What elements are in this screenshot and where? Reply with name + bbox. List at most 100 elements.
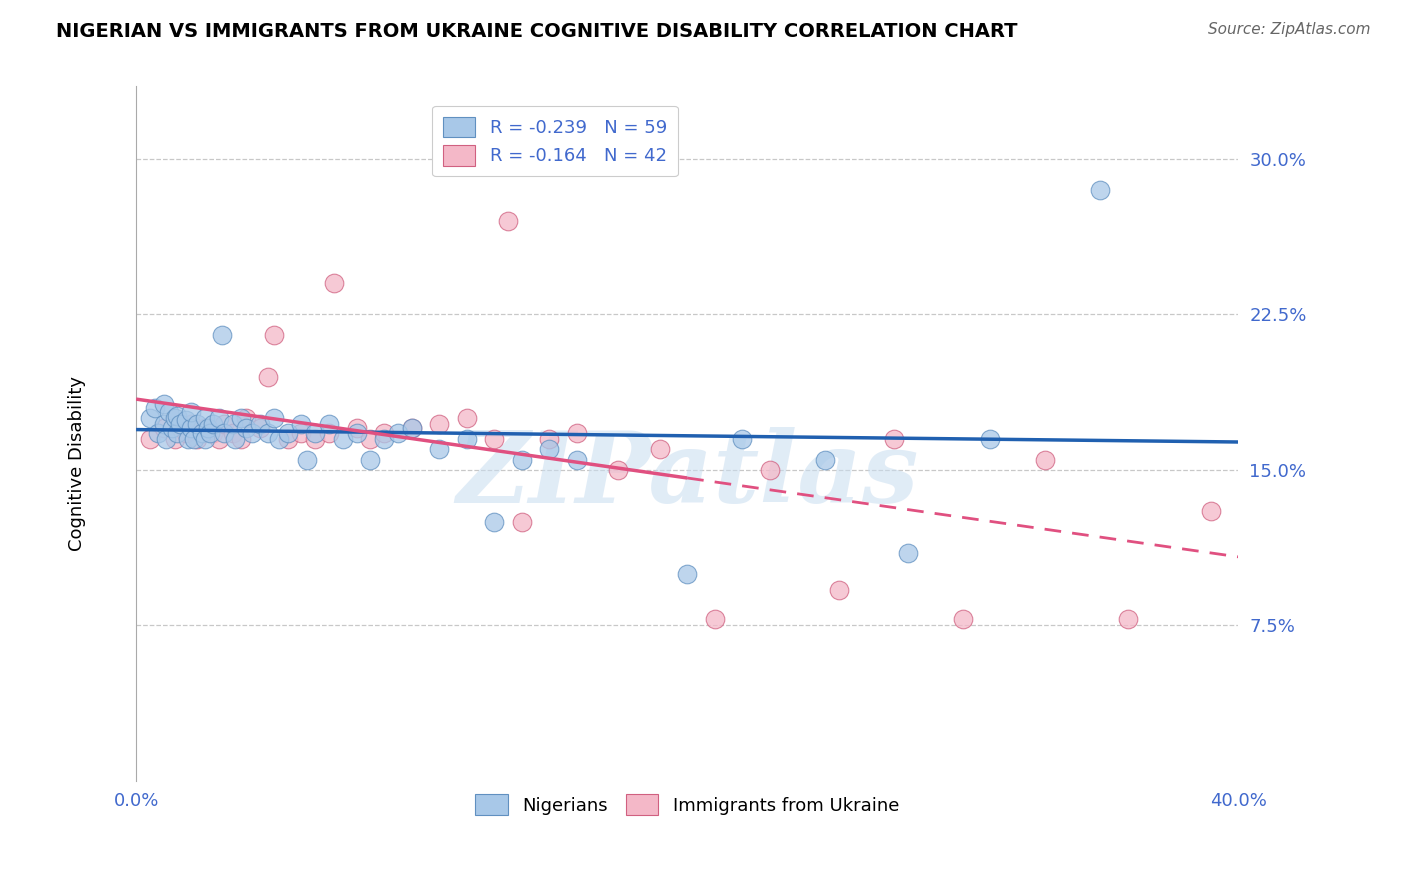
Point — [155, 432, 177, 446]
Point — [263, 328, 285, 343]
Legend: Nigerians, Immigrants from Ukraine: Nigerians, Immigrants from Ukraine — [467, 785, 908, 824]
Point — [332, 432, 354, 446]
Point — [295, 452, 318, 467]
Point — [235, 421, 257, 435]
Point — [387, 425, 409, 440]
Point — [139, 432, 162, 446]
Point — [496, 214, 519, 228]
Point — [1033, 452, 1056, 467]
Point — [538, 432, 561, 446]
Point — [277, 432, 299, 446]
Point — [197, 421, 219, 435]
Point — [814, 452, 837, 467]
Point — [229, 432, 252, 446]
Point — [152, 421, 174, 435]
Point — [648, 442, 671, 457]
Point — [359, 452, 381, 467]
Point — [160, 421, 183, 435]
Point — [214, 425, 236, 440]
Point — [208, 411, 231, 425]
Point — [194, 411, 217, 425]
Point — [427, 417, 450, 432]
Point — [229, 411, 252, 425]
Point — [166, 409, 188, 423]
Point — [896, 546, 918, 560]
Point — [323, 277, 346, 291]
Point — [194, 421, 217, 435]
Point — [169, 417, 191, 432]
Point — [1090, 183, 1112, 197]
Point — [304, 432, 326, 446]
Point — [146, 425, 169, 440]
Point — [318, 425, 340, 440]
Point — [224, 432, 246, 446]
Point — [221, 417, 243, 432]
Point — [401, 421, 423, 435]
Point — [211, 328, 233, 343]
Point — [373, 432, 395, 446]
Point — [249, 417, 271, 432]
Point — [1199, 504, 1222, 518]
Point — [200, 425, 222, 440]
Point — [186, 417, 208, 432]
Text: Source: ZipAtlas.com: Source: ZipAtlas.com — [1208, 22, 1371, 37]
Point — [510, 515, 533, 529]
Point — [731, 432, 754, 446]
Point — [257, 425, 280, 440]
Point — [202, 417, 225, 432]
Point — [269, 432, 291, 446]
Point — [277, 425, 299, 440]
Point — [456, 411, 478, 425]
Point — [565, 425, 588, 440]
Point — [163, 432, 186, 446]
Point — [163, 411, 186, 425]
Point — [139, 411, 162, 425]
Point — [152, 417, 174, 432]
Point — [565, 452, 588, 467]
Text: NIGERIAN VS IMMIGRANTS FROM UKRAINE COGNITIVE DISABILITY CORRELATION CHART: NIGERIAN VS IMMIGRANTS FROM UKRAINE COGN… — [56, 22, 1018, 41]
Point — [703, 612, 725, 626]
Point — [194, 432, 217, 446]
Point — [318, 417, 340, 432]
Point — [180, 405, 202, 419]
Point — [427, 442, 450, 457]
Point — [401, 421, 423, 435]
Point — [538, 442, 561, 457]
Point — [346, 421, 368, 435]
Point — [183, 432, 205, 446]
Point — [257, 369, 280, 384]
Point — [290, 425, 312, 440]
Point — [676, 566, 699, 581]
Point — [827, 583, 849, 598]
Point — [157, 405, 180, 419]
Point — [510, 452, 533, 467]
Point — [145, 401, 167, 415]
Point — [263, 411, 285, 425]
Point — [607, 463, 630, 477]
Point — [373, 425, 395, 440]
Point — [221, 425, 243, 440]
Point — [1116, 612, 1139, 626]
Text: Cognitive Disability: Cognitive Disability — [69, 376, 86, 551]
Point — [249, 421, 271, 435]
Point — [180, 417, 202, 432]
Point — [979, 432, 1001, 446]
Point — [174, 425, 197, 440]
Point — [152, 396, 174, 410]
Point — [180, 421, 202, 435]
Point — [359, 432, 381, 446]
Point — [346, 425, 368, 440]
Text: ZIPatlas: ZIPatlas — [456, 427, 918, 524]
Point — [214, 417, 236, 432]
Point — [240, 425, 263, 440]
Point — [883, 432, 905, 446]
Point — [202, 425, 225, 440]
Point — [456, 432, 478, 446]
Point — [290, 417, 312, 432]
Point — [235, 411, 257, 425]
Point — [177, 432, 200, 446]
Point — [304, 425, 326, 440]
Point — [758, 463, 780, 477]
Point — [484, 432, 506, 446]
Point — [166, 425, 188, 440]
